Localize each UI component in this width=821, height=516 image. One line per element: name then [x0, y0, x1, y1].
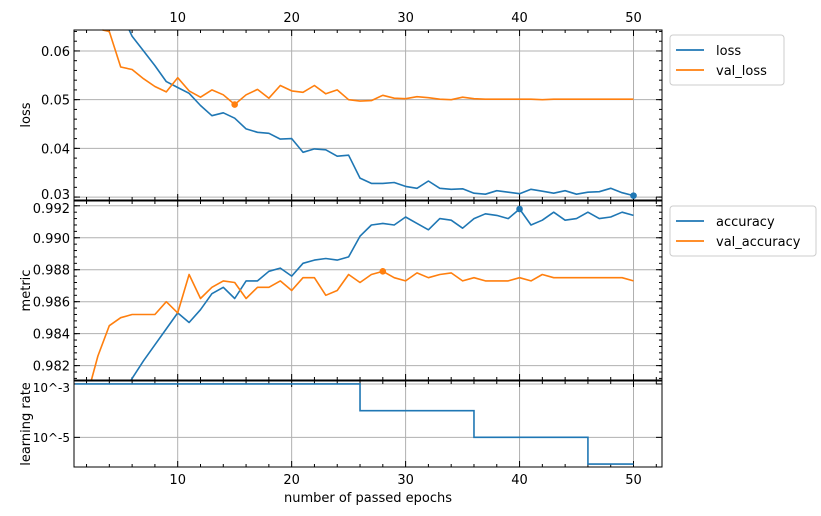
x-tick-label: 10	[169, 473, 186, 488]
panel-metric: 0.982 0.984 0.986 0.988 0.990 0.992 metric accu…	[19, 200, 817, 381]
y-tick-label: 0.988	[33, 264, 70, 279]
x-tick-label: 40	[511, 11, 528, 26]
x-tick-label: 20	[283, 11, 300, 26]
series-group	[90, 208, 634, 381]
y-tick-label: 0.992	[33, 202, 70, 217]
series-line-val_loss	[102, 29, 634, 106]
legend-label: accuracy	[716, 215, 775, 230]
legend: loss val_loss	[669, 34, 785, 86]
legend-frame	[669, 205, 817, 257]
y-axis-label: metric	[19, 270, 34, 312]
y-tick-label: 0.06	[41, 45, 70, 60]
legend-label: val_accuracy	[716, 235, 801, 250]
y-tick-label: 0.05	[41, 94, 70, 109]
best-marker-val_accuracy	[379, 268, 387, 275]
legend: accuracy val_accuracy	[669, 205, 817, 257]
y-tick-label: 0.986	[33, 296, 70, 311]
series-line-accuracy	[130, 208, 634, 381]
x-tick-label: 50	[625, 473, 642, 488]
legend-frame	[669, 34, 785, 86]
best-marker-accuracy	[516, 205, 523, 213]
legend-label: val_loss	[716, 64, 767, 79]
series-line-loss	[128, 29, 634, 197]
x-tick-label: 30	[397, 473, 414, 488]
lr-y-tick-label-1e-5: 10^-5	[33, 431, 70, 445]
y-axis-label: learning rate	[19, 382, 34, 466]
axes-frame	[73, 29, 663, 201]
series-line	[75, 383, 634, 465]
lr-y-tick-label-1e-3: 10^-3	[33, 381, 70, 395]
y-tick-label: 0.04	[41, 142, 70, 157]
panel-loss: 0.03 0.04 0.05 0.06 10 20 30 40 50 loss loss val_lo…	[19, 11, 785, 203]
x-axis-label: number of passed epochs	[284, 491, 452, 506]
best-marker-val_loss	[231, 101, 238, 108]
x-tick-label: 10	[169, 11, 186, 26]
panel-learning-rate: 10 20 30 40 50 learning rate	[19, 380, 663, 488]
x-tick-label: 20	[283, 473, 300, 488]
x-tick-label: 50	[625, 11, 642, 26]
y-tick-label: 0.990	[33, 232, 70, 247]
legend-label: loss	[716, 44, 741, 59]
y-tick-label: 0.03	[41, 188, 70, 203]
x-tick-label: 40	[511, 473, 528, 488]
series-line-val_accuracy	[90, 270, 634, 381]
y-tick-label: 0.982	[33, 360, 70, 375]
axes-frame	[73, 380, 663, 468]
best-marker-loss	[630, 192, 637, 199]
y-tick-label: 0.984	[33, 328, 70, 343]
x-tick-label: 30	[397, 11, 414, 26]
axes-frame	[73, 200, 663, 381]
series-group	[75, 383, 634, 465]
series-group	[102, 29, 634, 197]
y-axis-label: loss	[19, 102, 34, 127]
